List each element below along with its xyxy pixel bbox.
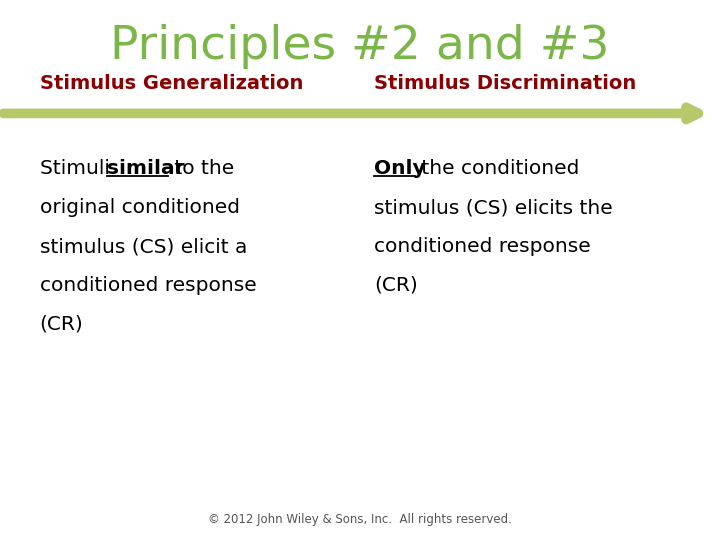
Text: to the: to the bbox=[168, 159, 234, 178]
Text: (CR): (CR) bbox=[40, 315, 84, 334]
Text: stimulus (CS) elicit a: stimulus (CS) elicit a bbox=[40, 237, 247, 256]
Text: conditioned response: conditioned response bbox=[40, 276, 256, 295]
Text: conditioned response: conditioned response bbox=[374, 237, 591, 256]
Text: © 2012 John Wiley & Sons, Inc.  All rights reserved.: © 2012 John Wiley & Sons, Inc. All right… bbox=[208, 514, 512, 526]
Text: similar: similar bbox=[107, 159, 184, 178]
Text: (CR): (CR) bbox=[374, 276, 418, 295]
Text: Principles #2 and #3: Principles #2 and #3 bbox=[110, 24, 610, 69]
Text: Stimulus Generalization: Stimulus Generalization bbox=[40, 74, 303, 93]
Text: Stimuli: Stimuli bbox=[40, 159, 116, 178]
Text: the conditioned: the conditioned bbox=[415, 159, 580, 178]
Text: original conditioned: original conditioned bbox=[40, 198, 240, 217]
Text: Stimulus Discrimination: Stimulus Discrimination bbox=[374, 74, 636, 93]
Text: stimulus (CS) elicits the: stimulus (CS) elicits the bbox=[374, 198, 613, 217]
Text: Only: Only bbox=[374, 159, 426, 178]
